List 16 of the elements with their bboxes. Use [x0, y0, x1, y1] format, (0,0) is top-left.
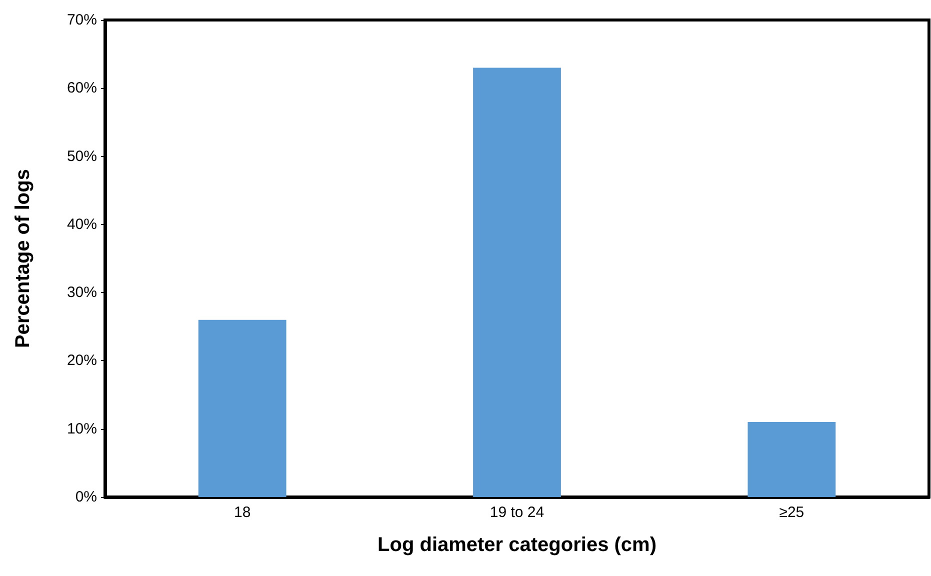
bar: [473, 68, 561, 497]
x-tick-label: ≥25: [779, 504, 804, 521]
bar: [748, 422, 836, 497]
y-tick-label: 70%: [66, 12, 97, 28]
y-tick-label: 0%: [75, 488, 97, 506]
x-tick-label: 18: [234, 504, 251, 521]
y-axis-title: Percentage of logs: [12, 169, 34, 348]
y-tick-label: 50%: [66, 148, 97, 165]
y-tick-label: 60%: [66, 80, 97, 97]
y-tick-label: 20%: [66, 352, 97, 370]
y-tick-label: 30%: [66, 284, 97, 302]
y-tick-label: 10%: [66, 420, 97, 438]
x-tick-label: 19 to 24: [490, 504, 544, 521]
bar: [198, 320, 286, 497]
y-tick-label: 40%: [66, 216, 97, 233]
x-axis-title: Log diameter categories (cm): [378, 534, 656, 556]
